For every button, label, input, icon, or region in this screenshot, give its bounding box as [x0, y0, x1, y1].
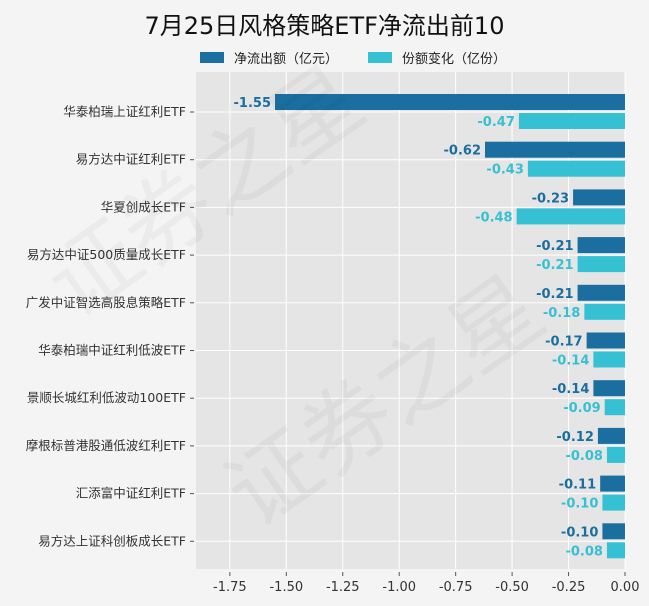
data-label: -0.18 — [543, 306, 580, 321]
bar — [602, 494, 625, 511]
data-label: -0.11 — [559, 478, 596, 493]
x-tick-label: -1.25 — [326, 580, 360, 595]
bar — [604, 399, 625, 416]
x-tick-label: -1.50 — [269, 580, 303, 595]
legend-label: 净流出额（亿元） — [234, 52, 339, 67]
data-label: -0.10 — [561, 497, 598, 512]
x-tick-label: -0.25 — [552, 580, 586, 595]
bar — [602, 523, 625, 540]
bar — [516, 208, 625, 225]
x-tick-label: -0.50 — [495, 580, 529, 595]
data-label: -0.21 — [536, 239, 573, 254]
y-tick-label: 汇添富中证红利ETF — [76, 486, 186, 501]
bar — [275, 94, 625, 110]
data-label: -0.21 — [536, 258, 573, 273]
data-label: -0.23 — [532, 191, 569, 206]
legend-label: 份额变化（亿份） — [402, 52, 507, 67]
data-label: -0.08 — [565, 449, 602, 464]
y-tick-label: 易方达上证科创板成长ETF — [38, 533, 186, 548]
y-tick-label: 易方达中证500质量成长ETF — [27, 247, 186, 262]
y-tick-label: 景顺长城红利低波动100ETF — [27, 390, 186, 405]
y-tick-label: 易方达中证红利ETF — [76, 152, 186, 167]
bar — [573, 189, 625, 206]
bar — [577, 256, 625, 273]
data-label: -0.14 — [552, 354, 589, 369]
legend-swatch — [200, 52, 224, 63]
bar — [606, 446, 625, 463]
bar — [593, 351, 625, 368]
data-label: -0.08 — [565, 544, 602, 559]
bar — [577, 284, 625, 301]
data-label: -0.47 — [477, 115, 514, 130]
x-tick-label: -1.00 — [382, 580, 416, 595]
data-label: -0.48 — [475, 210, 512, 225]
legend-item-share-change: 份额变化（亿份） — [368, 48, 506, 67]
bar — [593, 380, 625, 397]
data-label: -0.21 — [536, 287, 573, 302]
bar — [586, 332, 625, 349]
legend-item-net-outflow: 净流出额（亿元） — [200, 48, 338, 67]
data-label: -0.10 — [561, 525, 598, 540]
y-tick-label: 摩根标普港股通低波红利ETF — [26, 438, 186, 453]
y-tick-label: 华泰柏瑞中证红利低波ETF — [38, 343, 186, 358]
chart-title: 7月25日风格策略ETF净流出前10 — [144, 12, 505, 40]
data-label: -0.09 — [563, 401, 600, 416]
data-label: -0.62 — [444, 144, 481, 159]
legend: 净流出额（亿元） 份额变化（亿份） — [200, 48, 506, 67]
y-tick-label: 华泰柏瑞上证红利ETF — [63, 104, 186, 119]
y-tick-label: 华夏创成长ETF — [101, 199, 186, 214]
bar — [597, 427, 625, 444]
x-tick-label: 0.00 — [611, 580, 640, 595]
y-tick-label: 广发中证智选高股息策略ETF — [26, 295, 186, 310]
data-label: -0.43 — [486, 163, 523, 178]
legend-swatch — [368, 52, 393, 63]
data-label: -0.17 — [545, 335, 582, 350]
bar — [518, 113, 625, 129]
bar — [606, 542, 625, 559]
bar — [485, 141, 625, 158]
bar — [577, 237, 625, 254]
bar — [527, 160, 625, 177]
bar — [600, 475, 625, 492]
bar — [584, 303, 625, 320]
x-tick-label: -0.75 — [439, 580, 473, 595]
data-label: -1.55 — [234, 96, 271, 111]
data-label: -0.14 — [552, 382, 589, 397]
x-tick-label: -1.75 — [213, 580, 247, 595]
data-label: -0.12 — [556, 430, 593, 445]
